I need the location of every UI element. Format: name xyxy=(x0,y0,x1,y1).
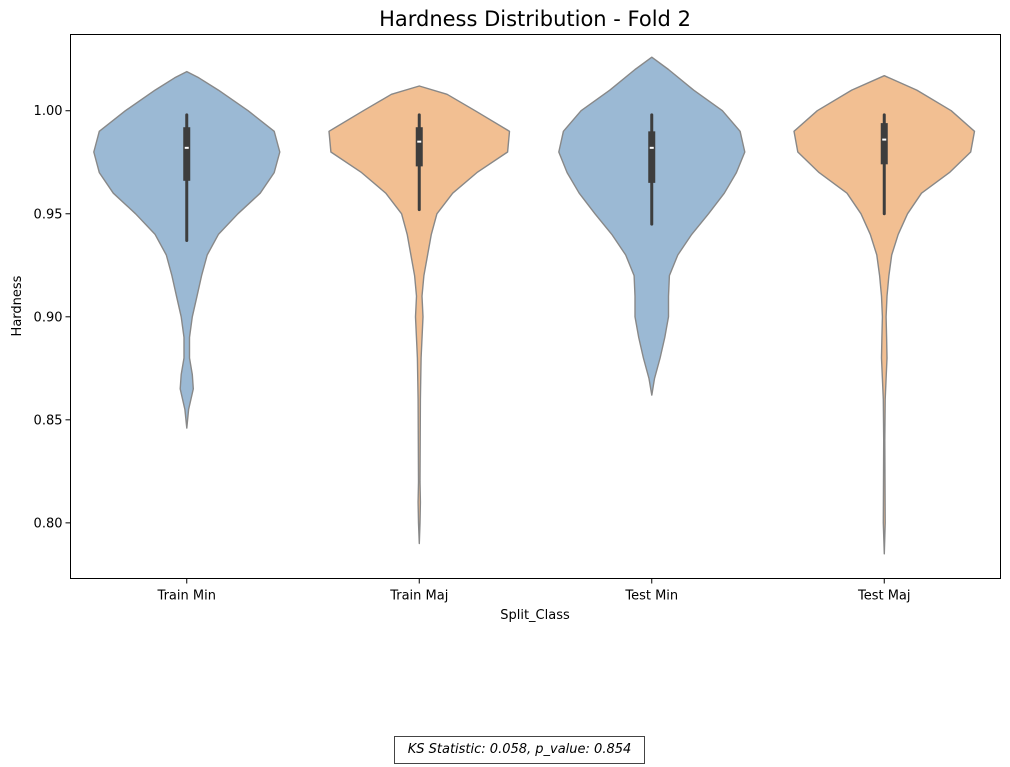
violin-iqr-box xyxy=(880,123,888,165)
x-tick-label: Train Min xyxy=(157,589,216,604)
violin-test-maj xyxy=(793,75,976,555)
ks-statistic-annotation: KS Statistic: 0.058, p_value: 0.854 xyxy=(394,736,645,764)
y-tick-label: 1.00 xyxy=(34,104,63,119)
x-tick-label: Test Min xyxy=(624,589,678,604)
x-axis-label: Split_Class xyxy=(500,608,570,623)
violin-iqr-box xyxy=(648,131,656,183)
violin-train-maj xyxy=(328,85,511,545)
violin-iqr-box xyxy=(415,127,423,167)
y-axis: 0.80 0.85 0.90 0.95 1.00 xyxy=(34,104,71,531)
x-tick-label: Test Maj xyxy=(857,589,911,604)
violin-body xyxy=(93,70,281,429)
y-tick-label: 0.85 xyxy=(34,413,63,428)
violin-body xyxy=(328,85,511,545)
y-axis-label: Hardness xyxy=(10,275,25,336)
x-tick-label: Train Maj xyxy=(389,589,448,604)
chart-title: Hardness Distribution - Fold 2 xyxy=(379,7,691,31)
violin-body xyxy=(558,56,746,396)
violin-iqr-box xyxy=(183,127,191,181)
violin-body xyxy=(793,75,976,555)
plot-area xyxy=(70,34,1001,579)
y-tick-label: 0.80 xyxy=(34,516,63,531)
x-axis: Train Min Train Maj Test Min Test Maj xyxy=(157,578,911,604)
violin-test-min xyxy=(558,56,746,396)
violin-layer xyxy=(93,56,976,555)
y-tick-label: 0.90 xyxy=(34,310,63,325)
violin-train-min xyxy=(93,70,281,429)
y-tick-label: 0.95 xyxy=(34,207,63,222)
